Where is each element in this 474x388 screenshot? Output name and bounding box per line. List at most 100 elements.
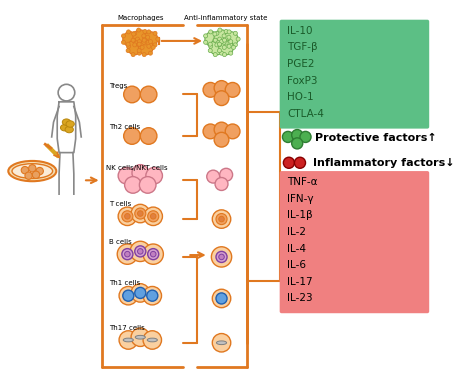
Text: TGF-β: TGF-β bbox=[287, 42, 318, 52]
Circle shape bbox=[143, 29, 147, 33]
Circle shape bbox=[117, 244, 137, 264]
Circle shape bbox=[137, 51, 141, 55]
Circle shape bbox=[125, 177, 141, 193]
Circle shape bbox=[151, 45, 155, 49]
Circle shape bbox=[143, 286, 162, 305]
Circle shape bbox=[233, 43, 237, 47]
Circle shape bbox=[133, 31, 137, 35]
Text: IL-4: IL-4 bbox=[287, 244, 306, 254]
Circle shape bbox=[222, 40, 226, 44]
Circle shape bbox=[212, 334, 231, 352]
Ellipse shape bbox=[9, 161, 56, 181]
Circle shape bbox=[150, 251, 156, 257]
Circle shape bbox=[121, 40, 126, 44]
Circle shape bbox=[150, 213, 156, 219]
Circle shape bbox=[32, 171, 40, 178]
Text: IL-6: IL-6 bbox=[287, 260, 306, 270]
Text: Th17 cells: Th17 cells bbox=[109, 325, 145, 331]
Circle shape bbox=[210, 40, 224, 55]
Circle shape bbox=[131, 328, 149, 346]
Text: Th1 cells: Th1 cells bbox=[109, 281, 140, 286]
Circle shape bbox=[25, 172, 32, 179]
Circle shape bbox=[219, 216, 224, 222]
Circle shape bbox=[143, 244, 164, 264]
Circle shape bbox=[283, 132, 293, 142]
Circle shape bbox=[294, 157, 306, 168]
Circle shape bbox=[216, 293, 227, 304]
Circle shape bbox=[138, 40, 153, 55]
Circle shape bbox=[21, 166, 28, 174]
Text: IL-17: IL-17 bbox=[287, 277, 313, 287]
Text: B cells: B cells bbox=[109, 239, 132, 245]
Circle shape bbox=[143, 32, 158, 47]
Circle shape bbox=[204, 34, 208, 38]
Circle shape bbox=[219, 168, 233, 181]
Circle shape bbox=[122, 211, 133, 222]
Ellipse shape bbox=[123, 338, 133, 342]
Text: Inflammatory factors↓: Inflammatory factors↓ bbox=[313, 158, 455, 168]
Circle shape bbox=[137, 40, 141, 43]
Circle shape bbox=[142, 38, 146, 42]
Circle shape bbox=[119, 331, 137, 349]
Circle shape bbox=[222, 52, 227, 57]
Circle shape bbox=[123, 290, 134, 301]
Circle shape bbox=[143, 41, 147, 45]
Circle shape bbox=[119, 286, 137, 305]
Circle shape bbox=[229, 40, 233, 43]
Circle shape bbox=[147, 30, 151, 34]
Circle shape bbox=[127, 44, 130, 48]
Circle shape bbox=[222, 38, 227, 42]
Circle shape bbox=[218, 48, 221, 53]
Circle shape bbox=[218, 37, 222, 41]
Circle shape bbox=[131, 284, 149, 302]
Circle shape bbox=[292, 138, 303, 149]
Circle shape bbox=[225, 83, 240, 97]
Circle shape bbox=[207, 170, 219, 183]
Circle shape bbox=[214, 81, 229, 95]
Circle shape bbox=[126, 48, 130, 53]
Text: IFN-γ: IFN-γ bbox=[287, 194, 314, 204]
Text: IL-23: IL-23 bbox=[287, 293, 313, 303]
Circle shape bbox=[132, 165, 149, 181]
Circle shape bbox=[211, 247, 232, 267]
Circle shape bbox=[131, 204, 149, 223]
Circle shape bbox=[224, 29, 228, 33]
Circle shape bbox=[225, 124, 240, 139]
Circle shape bbox=[203, 124, 218, 139]
Circle shape bbox=[121, 34, 126, 38]
Circle shape bbox=[135, 288, 146, 298]
Ellipse shape bbox=[62, 119, 71, 125]
Text: IL-1β: IL-1β bbox=[287, 210, 313, 220]
Circle shape bbox=[135, 208, 146, 219]
Circle shape bbox=[218, 42, 222, 47]
Circle shape bbox=[126, 42, 130, 46]
Circle shape bbox=[36, 167, 44, 175]
Text: IL-10: IL-10 bbox=[287, 26, 312, 36]
Circle shape bbox=[204, 40, 208, 44]
Text: TNF-α: TNF-α bbox=[287, 177, 318, 187]
Circle shape bbox=[136, 37, 139, 41]
Circle shape bbox=[222, 34, 226, 38]
Circle shape bbox=[28, 165, 36, 172]
Circle shape bbox=[137, 249, 143, 254]
Circle shape bbox=[214, 30, 229, 45]
Circle shape bbox=[142, 34, 146, 38]
Circle shape bbox=[219, 40, 224, 43]
Circle shape bbox=[212, 289, 231, 308]
Circle shape bbox=[142, 52, 146, 57]
Circle shape bbox=[216, 213, 227, 225]
Circle shape bbox=[209, 30, 213, 34]
Circle shape bbox=[140, 128, 157, 144]
Circle shape bbox=[209, 44, 213, 48]
Circle shape bbox=[214, 91, 229, 106]
Circle shape bbox=[128, 40, 142, 55]
Circle shape bbox=[142, 40, 146, 44]
Circle shape bbox=[216, 251, 227, 262]
Circle shape bbox=[229, 51, 233, 55]
Circle shape bbox=[127, 30, 130, 34]
Ellipse shape bbox=[61, 125, 69, 131]
Circle shape bbox=[227, 35, 231, 39]
Circle shape bbox=[214, 122, 229, 137]
Circle shape bbox=[292, 130, 303, 140]
Circle shape bbox=[213, 32, 217, 36]
